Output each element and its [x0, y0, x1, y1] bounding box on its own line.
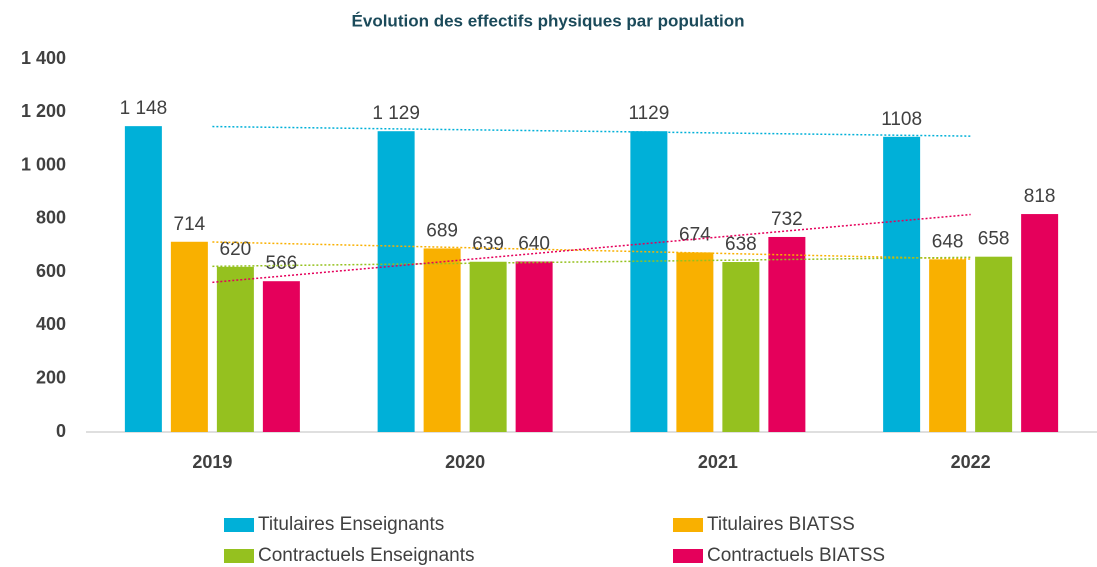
value-label: 714 [174, 214, 206, 235]
legend-label: Contractuels Enseignants [258, 545, 475, 566]
y-tick-label: 600 [36, 261, 66, 281]
bar [883, 136, 921, 432]
legend-swatch [673, 518, 703, 532]
legend-swatch [224, 518, 254, 532]
chart-title: Évolution des effectifs physiques par po… [352, 11, 745, 30]
value-label: 640 [518, 234, 550, 255]
bar [377, 131, 415, 432]
value-label: 674 [679, 224, 711, 245]
value-label: 732 [771, 209, 803, 230]
trendline [212, 256, 971, 268]
legend-label: Contractuels BIATSS [707, 545, 885, 566]
y-tick-label: 0 [56, 421, 66, 441]
value-label: 1 129 [372, 103, 420, 124]
legend-swatch [224, 549, 254, 563]
value-label: 566 [266, 253, 298, 274]
bar [929, 259, 967, 432]
bar [262, 281, 300, 432]
trendline [212, 213, 971, 284]
value-label: 638 [725, 234, 757, 255]
value-label: 639 [472, 234, 504, 255]
bar [1021, 214, 1059, 432]
value-label: 818 [1024, 186, 1056, 207]
x-tick-label: 2021 [698, 452, 738, 472]
value-label: 689 [426, 220, 458, 241]
bar [124, 126, 162, 432]
bar [469, 261, 507, 432]
y-tick-label: 1 000 [21, 154, 66, 174]
value-label: 1 148 [120, 98, 168, 119]
value-label: 1129 [628, 103, 669, 124]
bar [722, 262, 760, 432]
bar [216, 266, 254, 432]
x-tick-label: 2022 [951, 452, 991, 472]
value-label: 620 [220, 239, 252, 260]
legend-label: Titulaires Enseignants [258, 514, 444, 535]
bar [423, 248, 461, 432]
value-label: 658 [978, 229, 1010, 250]
x-tick-label: 2020 [445, 452, 485, 472]
x-tick-label: 2019 [192, 452, 232, 472]
value-label: 1108 [881, 109, 922, 130]
y-tick-label: 1 400 [21, 48, 66, 68]
bar [515, 261, 553, 432]
bar [768, 236, 806, 432]
trendline [212, 241, 971, 260]
y-tick-label: 400 [36, 314, 66, 334]
bar [975, 256, 1013, 432]
bar [676, 252, 714, 432]
y-tick-label: 1 200 [21, 101, 66, 121]
legend-label: Titulaires BIATSS [707, 514, 855, 535]
bar [630, 131, 668, 432]
y-tick-label: 800 [36, 208, 66, 228]
y-tick-label: 200 [36, 367, 66, 387]
bar [170, 241, 208, 432]
legend-swatch [673, 549, 703, 563]
trendline [212, 125, 971, 137]
value-label: 648 [932, 231, 964, 252]
